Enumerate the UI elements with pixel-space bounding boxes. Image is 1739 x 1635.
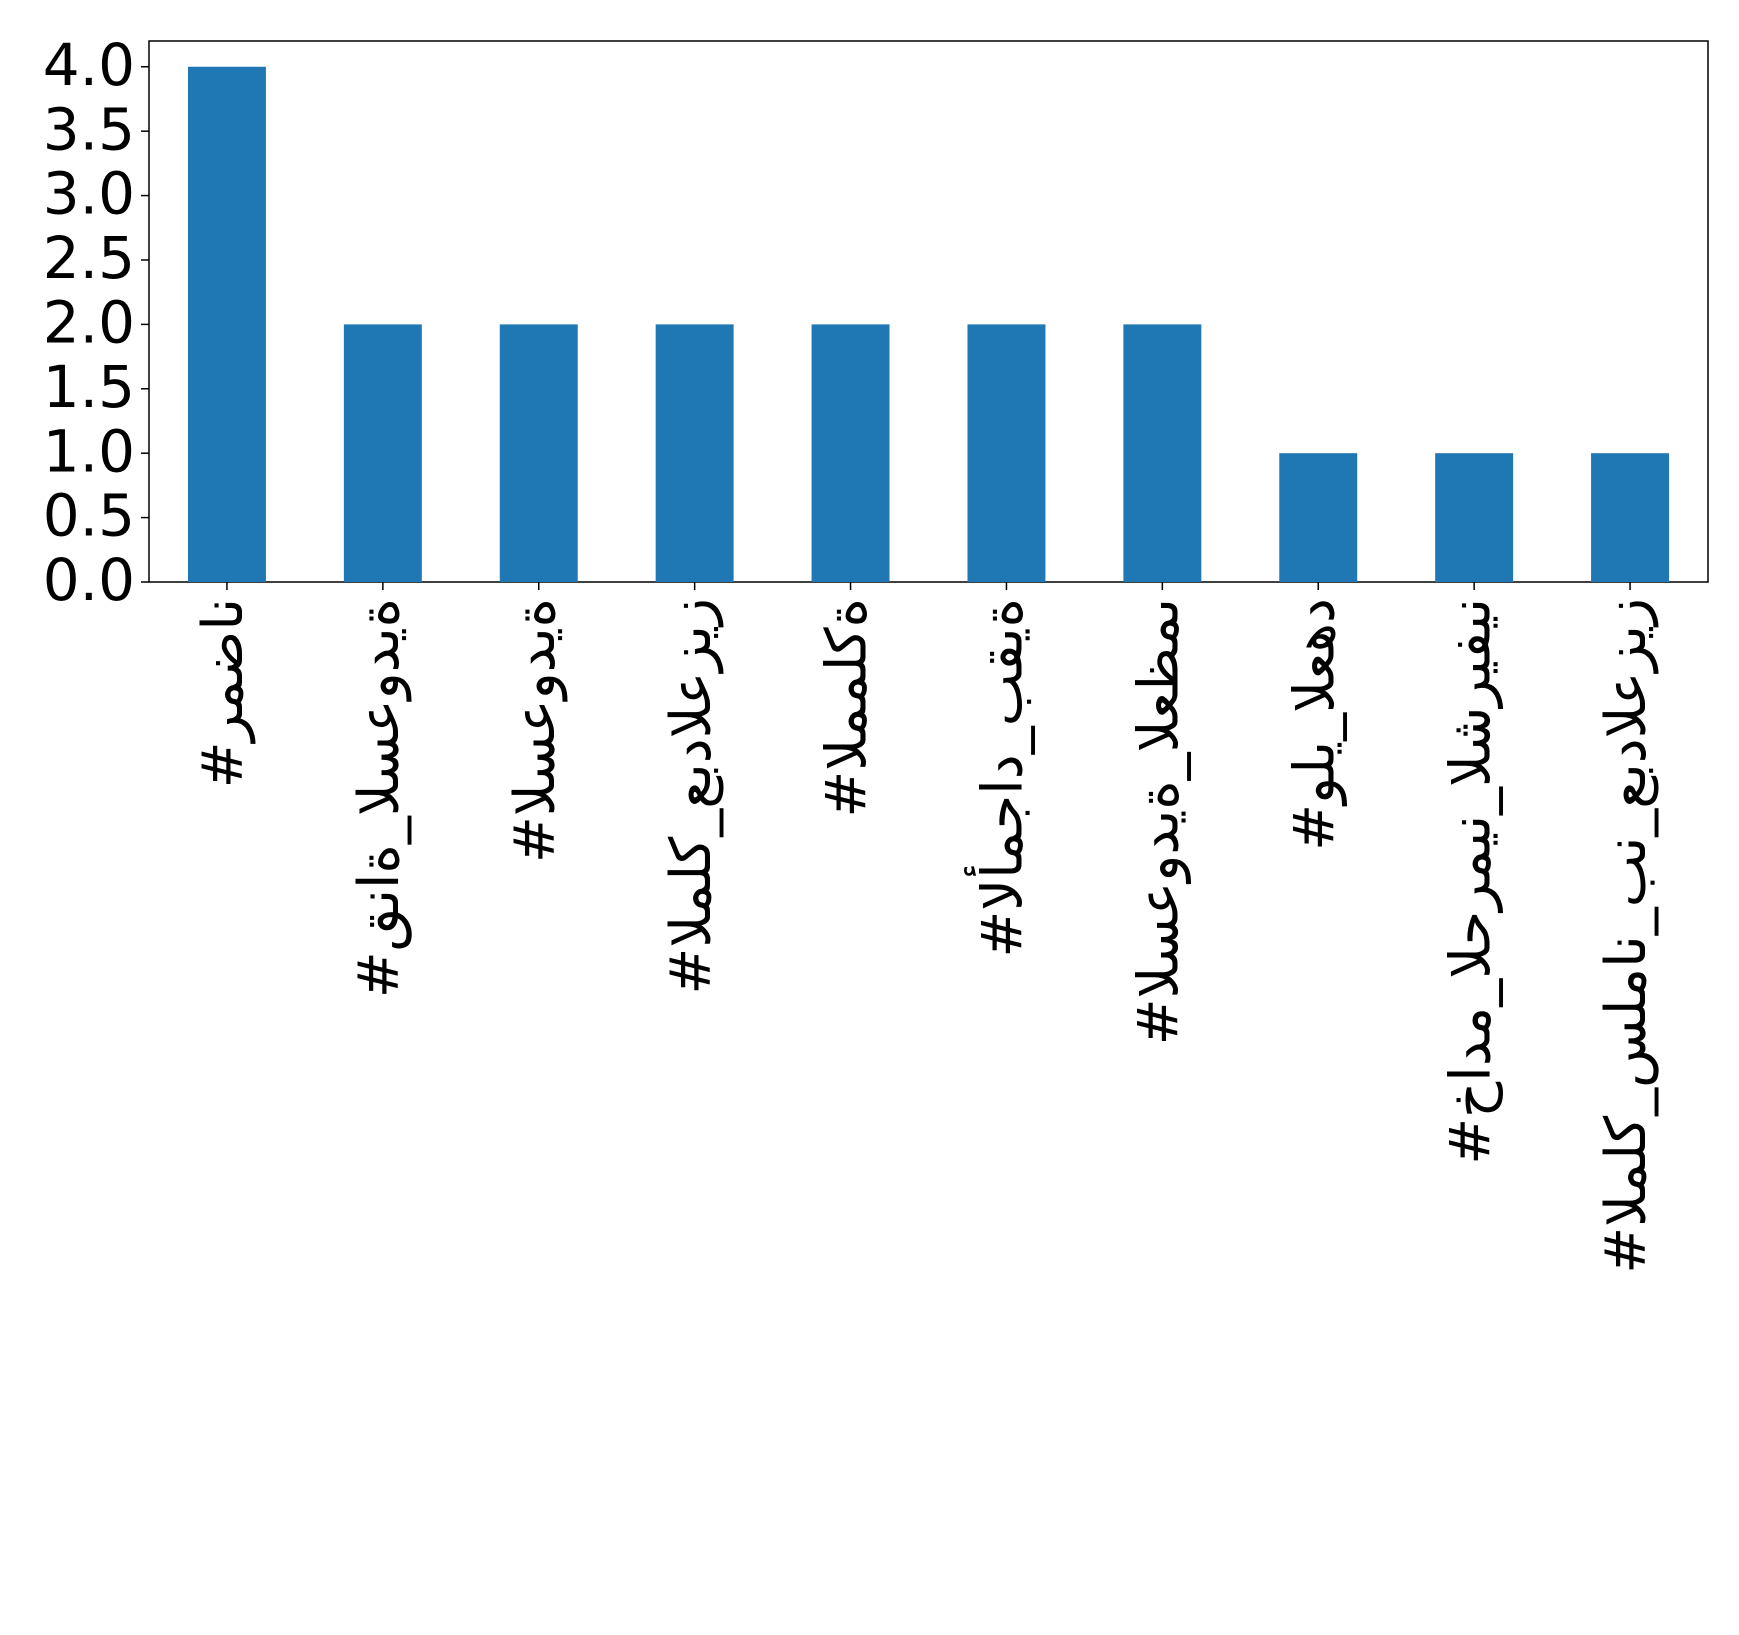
plot-frame — [148, 40, 1709, 583]
bar — [967, 324, 1046, 582]
y-tick-label: 2.5 — [43, 224, 135, 292]
x-tick-label: #السعودية — [503, 598, 568, 863]
x-tick-label: #الملك_عبدالعزيز — [659, 598, 724, 995]
x-tick-label: #الأمجاد_بقية — [964, 598, 1036, 958]
x-tick-label: #السعودية_العظمى — [1126, 598, 1191, 1045]
y-tick-label: 1.0 — [43, 417, 135, 485]
bar — [499, 324, 578, 582]
y-tick-label: 4.0 — [43, 31, 135, 99]
x-tick-label: #رمضان — [191, 598, 256, 788]
y-tick-label: 3.0 — [43, 160, 135, 228]
x-tick-label: #قناة_السعودية — [347, 598, 412, 998]
x-tick-label: #الملك_سلمان_بن_عبدالعزيز — [1594, 598, 1659, 1274]
bar — [1279, 453, 1358, 582]
bar — [655, 324, 734, 582]
x-tick-label: #خادم_الحرمين_الشريفين — [1438, 598, 1503, 1165]
y-tick-label: 3.5 — [43, 95, 135, 163]
y-tick-label: 1.5 — [43, 353, 135, 421]
bar — [187, 66, 266, 582]
y-tick-label: 0.5 — [43, 482, 135, 550]
bar — [1591, 453, 1670, 582]
bar — [343, 324, 422, 582]
y-tick-label: 0.0 — [43, 546, 135, 614]
bar — [1123, 324, 1202, 582]
y-tick-label: 2.0 — [43, 288, 135, 356]
x-tick-label: #ولي_العهد — [1282, 598, 1347, 851]
bar — [1435, 453, 1514, 582]
x-tick-label: #المملكة — [815, 598, 880, 818]
bar — [811, 324, 890, 582]
